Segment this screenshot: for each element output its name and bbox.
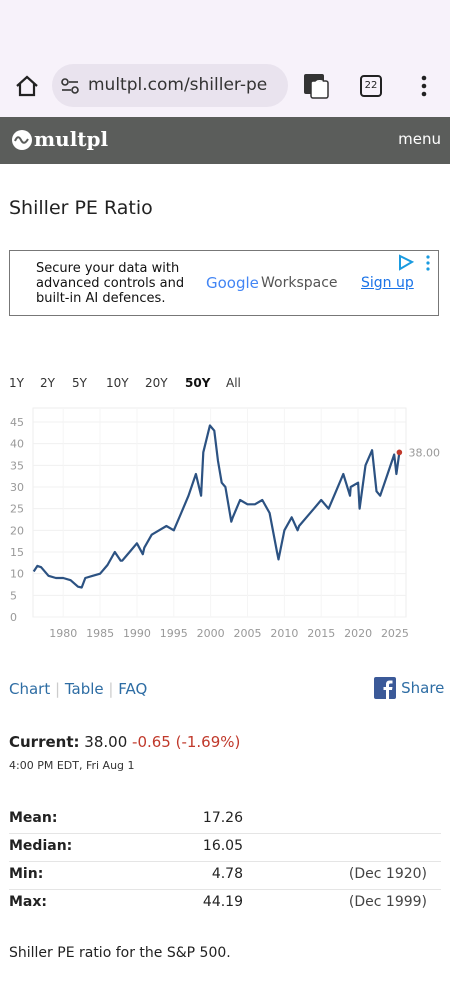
ad-cta[interactable]: Sign up: [361, 275, 414, 291]
table-link[interactable]: Table: [64, 680, 104, 698]
tab-count[interactable]: 22: [360, 75, 382, 97]
current-change: -0.65 (-1.69%): [132, 733, 241, 751]
y-tick-label: 0: [10, 611, 17, 624]
ad-line: Secure your data with: [36, 261, 180, 276]
ad-line: built-in AI defences.: [36, 291, 166, 306]
translate-button[interactable]: G: [303, 73, 329, 99]
range-button[interactable]: 20Y: [145, 376, 168, 390]
logo-icon: [12, 130, 32, 150]
y-tick-label: 5: [10, 589, 17, 602]
chart-link[interactable]: Chart: [9, 680, 51, 698]
url-bar[interactable]: multpl.com/shiller-pe: [52, 64, 288, 107]
ad-text: Secure your data with advanced controls a…: [36, 261, 184, 306]
y-tick-label: 20: [10, 524, 24, 537]
ad-brand: Google: [206, 274, 259, 292]
stat-value: 44.19: [202, 894, 243, 910]
stats-row: Mean: 17.26: [9, 806, 441, 834]
logo[interactable]: multpl: [34, 127, 109, 151]
footer-text: Shiller PE ratio for the S&P 500.: [9, 945, 231, 961]
ad-line: advanced controls and: [36, 276, 185, 291]
current-row: Current: 38.00 -0.65 (-1.69%): [9, 733, 240, 751]
y-tick-label: 35: [10, 459, 24, 472]
stats-row: Max: 44.19 (Dec 1999): [9, 890, 441, 917]
x-tick-label: 1995: [160, 627, 188, 640]
y-tick-label: 10: [10, 568, 24, 581]
end-label: 38.00: [409, 446, 441, 459]
current-value: 38.00: [84, 733, 128, 751]
y-tick-label: 30: [10, 481, 24, 494]
menu-button[interactable]: menu: [398, 130, 441, 148]
y-tick-label: 25: [10, 503, 24, 516]
ad-banner[interactable]: Secure your data with advanced controls a…: [9, 250, 439, 316]
svg-text:G: G: [314, 78, 324, 92]
x-tick-label: 1990: [123, 627, 151, 640]
x-tick-label: 2005: [234, 627, 262, 640]
stat-date: (Dec 1999): [348, 894, 427, 910]
x-tick-label: 2000: [197, 627, 225, 640]
range-button[interactable]: 5Y: [72, 376, 87, 390]
y-tick-label: 40: [10, 438, 24, 451]
stat-date: (Dec 1920): [348, 866, 427, 882]
range-button[interactable]: All: [226, 376, 241, 390]
stat-label: Median:: [9, 838, 73, 854]
x-tick-label: 2025: [381, 627, 409, 640]
range-button[interactable]: 50Y: [185, 376, 211, 390]
url-text: multpl.com/shiller-pe: [88, 75, 268, 95]
stats-table: Mean: 17.26 Median: 16.05 Min: 4.78 (Dec 1920)…: [9, 806, 441, 917]
x-tick-label: 1985: [86, 627, 114, 640]
range-button[interactable]: 10Y: [106, 376, 129, 390]
x-tick-label: 2015: [307, 627, 335, 640]
ad-brand: Workspace: [261, 275, 338, 291]
stat-label: Max:: [9, 894, 48, 910]
stats-row: Min: 4.78 (Dec 1920): [9, 862, 441, 890]
current-label: Current:: [9, 733, 80, 751]
share-text: Share: [401, 679, 445, 697]
x-tick-label: 1980: [49, 627, 77, 640]
stat-value: 17.26: [202, 810, 243, 826]
x-tick-label: 2020: [344, 627, 372, 640]
stat-label: Mean:: [9, 810, 58, 826]
y-tick-label: 45: [10, 416, 24, 429]
series-line: [32, 424, 401, 589]
end-dot: [396, 449, 403, 456]
range-button[interactable]: 1Y: [9, 376, 24, 390]
stats-row: Median: 16.05: [9, 834, 441, 862]
range-button[interactable]: 2Y: [40, 376, 55, 390]
share-button[interactable]: Share: [374, 677, 444, 699]
plot-frame: [32, 407, 407, 618]
browser-bar: multpl.com/shiller-pe G 22: [0, 0, 450, 117]
y-tick-label: 15: [10, 546, 24, 559]
home-button[interactable]: [14, 74, 40, 98]
x-tick-label: 2010: [270, 627, 298, 640]
more-menu[interactable]: [419, 74, 429, 98]
stat-value: 16.05: [202, 838, 243, 854]
page-title: Shiller PE Ratio: [9, 197, 153, 219]
stat-label: Min:: [9, 866, 44, 882]
view-links: Chart | Table | FAQ: [9, 680, 148, 698]
faq-link[interactable]: FAQ: [118, 680, 148, 698]
stat-value: 4.78: [211, 866, 243, 882]
current-time: 4:00 PM EDT, Fri Aug 1: [9, 759, 135, 772]
site-header: multpl menu: [0, 117, 450, 164]
